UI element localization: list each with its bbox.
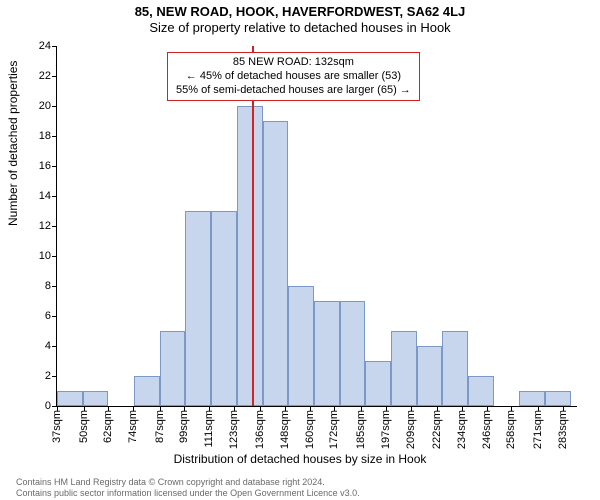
y-tick-label: 8 (17, 280, 51, 292)
x-tick-label: 246sqm (481, 410, 493, 449)
annotation-box: 85 NEW ROAD: 132sqm ← 45% of detached ho… (167, 52, 420, 101)
footer-line-1: Contains HM Land Registry data © Crown c… (16, 477, 360, 487)
y-tick-label: 22 (17, 70, 51, 82)
x-tick-label: 99sqm (178, 410, 190, 443)
y-tick-label: 12 (17, 220, 51, 232)
histogram-bar (417, 346, 443, 406)
y-tick-mark (52, 136, 57, 137)
x-tick-label: 148sqm (279, 410, 291, 449)
chart-subtitle: Size of property relative to detached ho… (0, 20, 600, 35)
x-tick-label: 136sqm (254, 410, 266, 449)
y-tick-label: 20 (17, 100, 51, 112)
y-tick-mark (52, 106, 57, 107)
x-tick-label: 283sqm (557, 410, 569, 449)
x-tick-label: 160sqm (304, 410, 316, 449)
x-tick-label: 172sqm (328, 410, 340, 449)
x-tick-label: 123sqm (228, 410, 240, 449)
histogram-bar (83, 391, 109, 406)
y-tick-label: 6 (17, 310, 51, 322)
histogram-bar (340, 301, 366, 406)
y-tick-mark (52, 346, 57, 347)
histogram-bar (545, 391, 571, 406)
footer-attribution: Contains HM Land Registry data © Crown c… (16, 477, 360, 498)
y-tick-mark (52, 166, 57, 167)
footer-line-2: Contains public sector information licen… (16, 488, 360, 498)
x-tick-label: 50sqm (78, 410, 90, 443)
plot-area: 85 NEW ROAD: 132sqm ← 45% of detached ho… (56, 46, 577, 407)
annotation-line-3: 55% of semi-detached houses are larger (… (176, 84, 411, 98)
chart-title-block: 85, NEW ROAD, HOOK, HAVERFORDWEST, SA62 … (0, 4, 600, 35)
y-tick-mark (52, 286, 57, 287)
y-tick-label: 4 (17, 340, 51, 352)
y-tick-label: 2 (17, 370, 51, 382)
y-tick-mark (52, 256, 57, 257)
chart-title: 85, NEW ROAD, HOOK, HAVERFORDWEST, SA62 … (0, 4, 600, 19)
y-tick-mark (52, 76, 57, 77)
x-tick-label: 74sqm (127, 410, 139, 443)
histogram-bar (442, 331, 468, 406)
x-tick-label: 197sqm (380, 410, 392, 449)
x-tick-label: 258sqm (505, 410, 517, 449)
y-tick-label: 10 (17, 250, 51, 262)
y-tick-label: 24 (17, 40, 51, 52)
histogram-bar (391, 331, 417, 406)
histogram-bar (211, 211, 237, 406)
histogram-bar (519, 391, 545, 406)
annotation-line-1: 85 NEW ROAD: 132sqm (176, 56, 411, 70)
x-tick-label: 37sqm (51, 410, 63, 443)
histogram-bar (314, 301, 340, 406)
histogram-bar (160, 331, 186, 406)
y-tick-mark (52, 316, 57, 317)
x-tick-label: 234sqm (456, 410, 468, 449)
y-tick-label: 14 (17, 190, 51, 202)
x-tick-label: 271sqm (532, 410, 544, 449)
x-tick-label: 62sqm (102, 410, 114, 443)
x-tick-label: 111sqm (203, 410, 215, 448)
y-tick-mark (52, 196, 57, 197)
histogram-bar (263, 121, 289, 406)
x-tick-label: 185sqm (355, 410, 367, 449)
y-tick-mark (52, 376, 57, 377)
x-tick-label: 209sqm (405, 410, 417, 449)
histogram-bar (57, 391, 83, 406)
x-tick-label: 87sqm (154, 410, 166, 443)
y-tick-label: 16 (17, 160, 51, 172)
histogram-bar (365, 361, 391, 406)
annotation-line-2: ← 45% of detached houses are smaller (53… (176, 70, 411, 84)
histogram-bar (185, 211, 211, 406)
y-tick-mark (52, 46, 57, 47)
y-tick-label: 0 (17, 400, 51, 412)
histogram-bar (134, 376, 160, 406)
y-tick-mark (52, 226, 57, 227)
histogram-bar (468, 376, 494, 406)
x-axis-label: Distribution of detached houses by size … (0, 452, 600, 466)
histogram-bar (288, 286, 314, 406)
histogram-bar (237, 106, 263, 406)
y-tick-label: 18 (17, 130, 51, 142)
x-tick-label: 222sqm (431, 410, 443, 449)
